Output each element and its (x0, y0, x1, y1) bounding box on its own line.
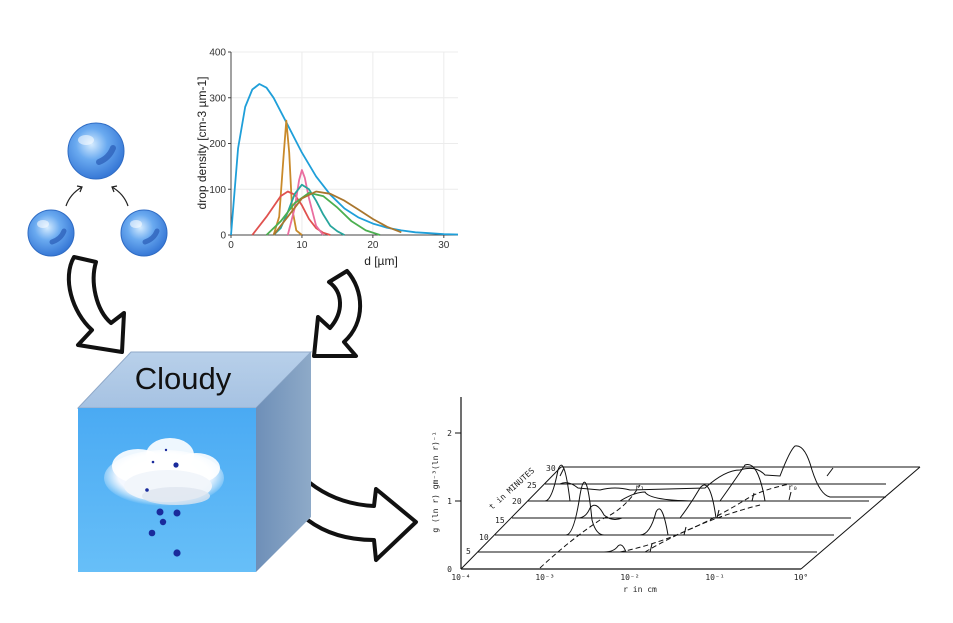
series-line-0 (230, 83, 459, 236)
chart-series (230, 83, 459, 236)
arrow-coalescence-to-model-icon (66, 255, 126, 354)
series-label-20: 20 (512, 497, 522, 506)
small-droplet-right-icon (120, 209, 168, 257)
cube-side-face (256, 352, 311, 572)
x-tick-0: 10⁻⁴ (451, 573, 470, 582)
curve-t25 (545, 445, 886, 498)
curve-t15 (512, 484, 851, 520)
x-tick-label: 30 (438, 240, 450, 251)
series-label-5: 5 (466, 547, 471, 556)
series-line-6 (272, 190, 402, 236)
series-label-25: 25 (527, 481, 537, 490)
large-droplet-icon (67, 122, 125, 180)
chart-axes (228, 51, 458, 238)
y-tick-label: 400 (209, 48, 226, 59)
x-tick-label: 10 (296, 240, 308, 251)
series-line-5 (265, 192, 381, 236)
x-tick-3: 10⁻¹ (705, 573, 724, 582)
y-tick-label: 0 (220, 231, 226, 242)
x-axis-label: d [µm] (364, 254, 398, 268)
y-tick-label: 100 (209, 185, 226, 196)
curve-t10 (495, 481, 834, 536)
series-line-1 (272, 119, 303, 236)
x-tick-1: 10⁻³ (535, 573, 554, 582)
x-tick-label: 20 (367, 240, 379, 251)
coalescence-illustration (27, 122, 168, 257)
raindrops-icon (145, 448, 181, 557)
cloud-icon (104, 438, 224, 506)
merge-arrow-right-icon (111, 186, 129, 207)
y-tick-label: 300 (209, 93, 226, 104)
series-line-4 (272, 183, 345, 236)
series-label-15: 15 (495, 516, 505, 525)
series-label-30: 30 (546, 464, 556, 473)
evolution-x-label: r in cm (623, 585, 657, 594)
y-tick-2: 2 (447, 429, 452, 438)
evolution-y-label: g (ln r) gm⁻³(ln r)⁻¹ (431, 431, 440, 532)
arrow-chart-to-model-icon (312, 269, 363, 358)
series-label-10: 10 (479, 533, 489, 542)
evolution-plot (455, 397, 921, 570)
curve-t20 (528, 463, 869, 502)
x-tick-label: 0 (228, 240, 234, 251)
y-axis-label: drop density [cm-3 µm-1] (195, 77, 209, 210)
x-tick-2: 10⁻² (620, 573, 639, 582)
y-tick-0: 0 (447, 565, 452, 574)
annotation-r0: r₀ (788, 483, 798, 492)
y-tick-1: 1 (447, 497, 452, 506)
cloudy-model-cube: Cloudy (76, 351, 313, 572)
merge-arrow-left-icon (65, 186, 83, 207)
cube-label: Cloudy (135, 361, 232, 396)
x-tick-4: 10° (794, 573, 808, 582)
small-droplet-left-icon (27, 209, 75, 257)
y-tick-label: 200 (209, 139, 226, 150)
annotation-r1: r₁ (635, 483, 645, 492)
curve-t5 (478, 544, 817, 553)
